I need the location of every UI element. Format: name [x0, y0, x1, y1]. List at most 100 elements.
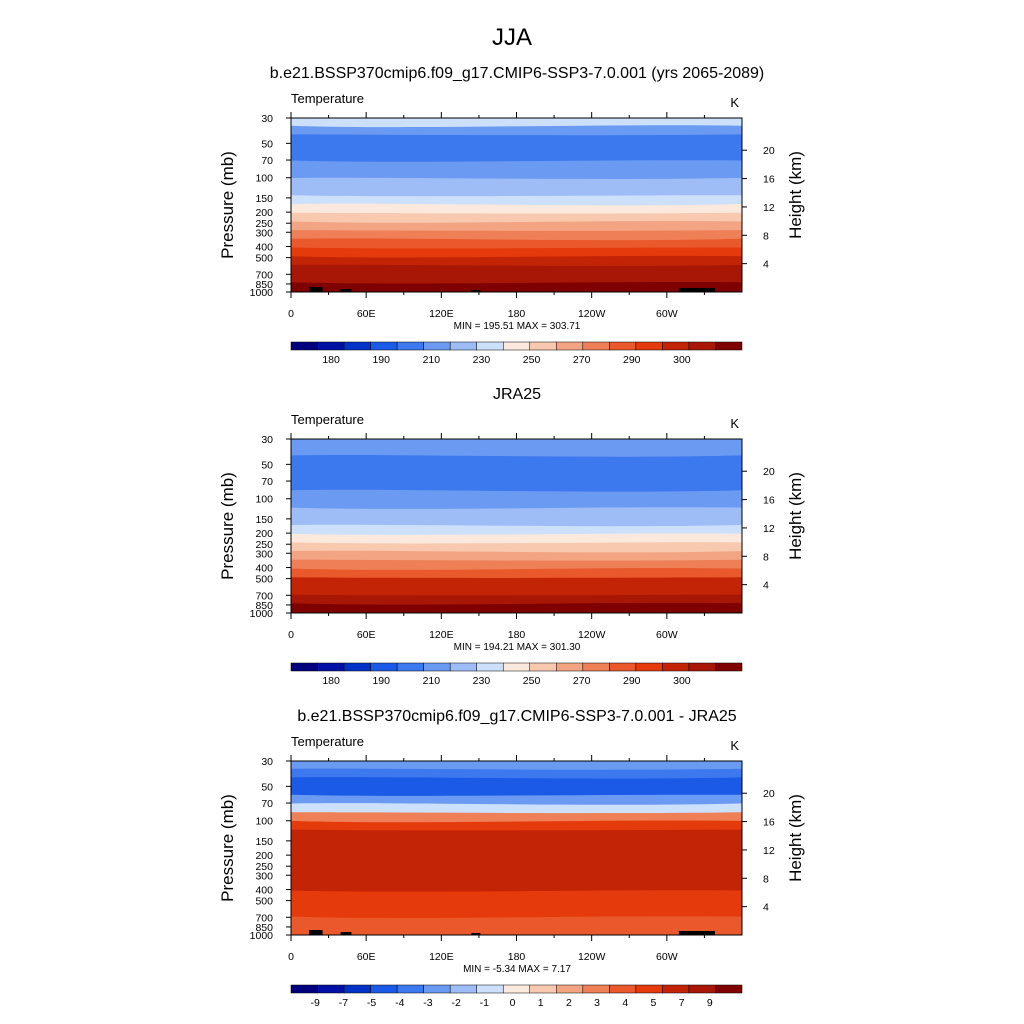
- min-max-stats: MIN = -5.34 MAX = 7.17: [463, 964, 571, 975]
- topography: [678, 931, 715, 935]
- colorbar-swatch: [556, 341, 584, 351]
- y-tick-label: 850: [255, 279, 273, 291]
- colorbar-label: 0: [510, 997, 516, 1009]
- colorbar-swatch: [423, 341, 451, 351]
- y-tick-label: 700: [255, 590, 273, 602]
- colorbar-label: 290: [623, 354, 641, 366]
- y-tick-label: 1000: [250, 930, 274, 942]
- colorbar-swatch: [343, 984, 371, 994]
- colorbar-label: -7: [339, 997, 348, 1009]
- colorbar-swatch: [715, 341, 743, 351]
- colorbar-swatch: [449, 341, 477, 351]
- y-tick-label: 50: [261, 459, 273, 471]
- y-tick-label: 250: [255, 861, 273, 873]
- colorbar-swatch: [423, 984, 451, 994]
- y-tick-label: 850: [255, 922, 273, 934]
- height-tick-label: 8: [763, 551, 769, 563]
- colorbar-label: 290: [623, 675, 641, 687]
- y-tick-label: 400: [255, 885, 273, 897]
- y-axis-label: Pressure (mb): [218, 472, 237, 580]
- colorbar-label: 2: [566, 997, 572, 1009]
- colorbar-swatch: [290, 341, 318, 351]
- x-tick-label: 120E: [429, 308, 454, 320]
- colorbar-swatch: [662, 984, 690, 994]
- y-tick-label: 850: [255, 600, 273, 612]
- colorbar-swatch: [449, 984, 477, 994]
- colorbar-swatch: [529, 662, 557, 672]
- colorbar-label: 210: [423, 675, 441, 687]
- colorbar-swatch: [343, 662, 371, 672]
- panel-1: b.e21.BSSP370cmip6.f09_g17.CMIP6-SSP3-7.…: [218, 65, 805, 366]
- y-tick-label: 400: [255, 563, 273, 575]
- colorbar-label: -3: [423, 997, 432, 1009]
- x-tick-label: 120W: [578, 629, 606, 641]
- y-tick-label: 150: [255, 514, 273, 526]
- colorbar-label: 230: [473, 675, 491, 687]
- colorbar-label: 180: [322, 354, 340, 366]
- colorbar-label: 190: [372, 675, 390, 687]
- y-axis-label-right: Height (km): [786, 151, 805, 239]
- x-tick-label: 120W: [578, 951, 606, 963]
- x-tick-label: 120E: [429, 951, 454, 963]
- y-tick-label: 200: [255, 207, 273, 219]
- contour-field: [291, 761, 742, 935]
- height-tick-label: 16: [763, 174, 775, 186]
- x-tick-label: 180: [508, 308, 526, 320]
- colorbar-swatch: [317, 984, 345, 994]
- topography: [340, 932, 352, 935]
- y-tick-label: 300: [255, 870, 273, 882]
- colorbar-label: 1: [538, 997, 544, 1009]
- height-tick-label: 8: [763, 230, 769, 242]
- height-tick-label: 4: [763, 580, 769, 592]
- colorbar-swatch: [370, 662, 398, 672]
- x-tick-label: 120E: [429, 629, 454, 641]
- topography: [309, 287, 323, 292]
- y-axis-label-right: Height (km): [786, 794, 805, 882]
- height-tick-label: 4: [763, 259, 769, 271]
- panel-left-label: Temperature: [291, 91, 364, 106]
- height-tick-label: 20: [763, 145, 775, 157]
- x-tick-label: 180: [508, 629, 526, 641]
- x-tick-label: 0: [288, 951, 294, 963]
- colorbar-swatch: [529, 984, 557, 994]
- height-tick-label: 12: [763, 523, 775, 535]
- colorbar-label: 250: [523, 354, 541, 366]
- y-tick-label: 100: [255, 173, 273, 185]
- y-tick-label: 700: [255, 912, 273, 924]
- panel-title: b.e21.BSSP370cmip6.f09_g17.CMIP6-SSP3-7.…: [270, 65, 765, 82]
- colorbar-swatch: [635, 984, 663, 994]
- colorbar-label: 190: [372, 354, 390, 366]
- colorbar-swatch: [688, 341, 716, 351]
- colorbar-swatch: [290, 984, 318, 994]
- x-tick-label: 60W: [656, 951, 678, 963]
- height-tick-label: 12: [763, 202, 775, 214]
- y-axis-label: Pressure (mb): [218, 794, 237, 902]
- colorbar-swatch: [396, 662, 424, 672]
- topography: [678, 288, 715, 292]
- colorbar-label: -1: [480, 997, 489, 1009]
- colorbar-swatch: [317, 662, 345, 672]
- x-tick-label: 0: [288, 629, 294, 641]
- x-tick-label: 60W: [656, 629, 678, 641]
- y-tick-label: 250: [255, 539, 273, 551]
- colorbar-swatch: [396, 984, 424, 994]
- y-tick-label: 700: [255, 269, 273, 281]
- panel-3: b.e21.BSSP370cmip6.f09_g17.CMIP6-SSP3-7.…: [218, 708, 805, 1009]
- colorbar-swatch: [635, 662, 663, 672]
- y-tick-label: 30: [261, 756, 273, 768]
- colorbar-swatch: [635, 341, 663, 351]
- colorbar-swatch: [582, 662, 610, 672]
- contour-band: [291, 925, 742, 935]
- panel-left-label: Temperature: [291, 412, 364, 427]
- colorbar-swatch: [609, 341, 637, 351]
- y-tick-label: 250: [255, 218, 273, 230]
- colorbar-swatch: [476, 341, 504, 351]
- y-tick-label: 150: [255, 193, 273, 205]
- colorbar-swatch: [529, 341, 557, 351]
- colorbar-swatch: [370, 341, 398, 351]
- colorbar-swatch: [662, 341, 690, 351]
- y-tick-label: 200: [255, 850, 273, 862]
- colorbar-label: 7: [679, 997, 685, 1009]
- contour-band: [291, 282, 742, 292]
- y-tick-label: 300: [255, 227, 273, 239]
